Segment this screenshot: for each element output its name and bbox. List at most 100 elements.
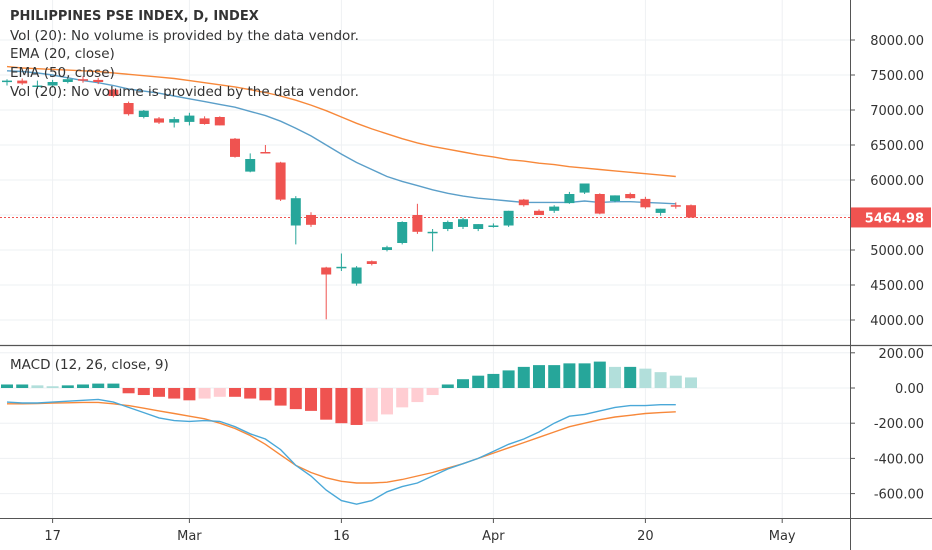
macd-histogram-bar <box>396 388 409 408</box>
candle-body <box>579 183 590 193</box>
candle <box>412 203 423 234</box>
candle-body <box>564 194 575 204</box>
y-tick-label: 4500.00 <box>870 279 924 294</box>
macd-histogram-bar <box>593 361 606 388</box>
macd-histogram-bar <box>31 385 44 388</box>
macd-y-tick-label: -600.00 <box>874 488 924 503</box>
candle <box>625 192 636 199</box>
y-tick-label: 4000.00 <box>870 314 924 329</box>
candle <box>321 266 332 320</box>
legend-vol-1: Vol (20): No volume is provided by the d… <box>10 28 359 44</box>
macd-histogram-bar <box>289 388 302 410</box>
macd-histogram-bar <box>517 366 530 388</box>
x-tick-label: 16 <box>333 529 350 544</box>
candle <box>503 210 514 227</box>
y-tick-label: 8000.00 <box>870 34 924 49</box>
macd-histogram-bar <box>548 365 561 388</box>
candle <box>93 77 104 85</box>
macd-y-tick-label: 200.00 <box>879 347 925 362</box>
macd-histogram-bar <box>122 388 135 394</box>
macd-histogram-bar <box>16 384 29 388</box>
macd-line <box>6 398 676 505</box>
candle <box>655 208 666 216</box>
legend-title: PHILIPPINES PSE INDEX, D, INDEX <box>10 9 259 24</box>
macd-histogram-bar <box>426 388 439 396</box>
candle-body <box>670 205 681 207</box>
macd-histogram-bar <box>92 383 105 388</box>
candle-body <box>534 210 544 215</box>
candle-body <box>473 224 484 229</box>
macd-histogram-bar <box>274 388 287 406</box>
candle <box>2 79 12 86</box>
candle-body <box>108 89 119 96</box>
candle <box>108 89 119 98</box>
candle <box>518 198 529 207</box>
candle-body <box>351 267 362 284</box>
candle <box>579 183 590 194</box>
grid-lines <box>0 0 850 518</box>
candle <box>32 80 43 89</box>
x-tick-label: 17 <box>44 529 61 544</box>
macd-histogram-bar <box>320 388 333 420</box>
candle-body <box>138 110 149 117</box>
candle <box>488 223 499 228</box>
macd-histogram-bar <box>153 388 165 397</box>
candle <box>306 212 316 227</box>
legend-ema20: EMA (20, close) <box>10 46 115 62</box>
candle <box>62 77 73 84</box>
candle-body <box>245 159 256 172</box>
candle-body <box>518 199 529 206</box>
x-tick-label: Apr <box>482 529 505 544</box>
macd-pane <box>1 361 697 505</box>
candle-body <box>154 118 164 123</box>
candle-body <box>503 210 514 226</box>
x-tick-label: 20 <box>637 529 654 544</box>
macd-histogram-bar <box>61 385 74 388</box>
macd-histogram-bar <box>168 388 181 399</box>
candle-body <box>336 266 347 269</box>
y-tick-label: 7500.00 <box>870 69 924 84</box>
ema50-line <box>6 65 676 178</box>
x-tick-label: Mar <box>177 529 202 544</box>
candle <box>442 220 453 232</box>
candle-body <box>17 80 28 84</box>
candle <box>154 117 164 124</box>
candle-body <box>382 247 392 250</box>
macd-histogram-bar <box>639 368 652 388</box>
candle <box>564 191 575 204</box>
candle-body <box>321 267 332 275</box>
macd-histogram-bar <box>198 388 211 399</box>
macd-histogram-bar <box>335 388 348 424</box>
candle-body <box>412 215 423 232</box>
candle-body <box>169 119 180 123</box>
candle-body <box>306 215 316 225</box>
candle-body <box>93 79 104 82</box>
candle-body <box>260 152 271 154</box>
ema20-line <box>6 70 676 205</box>
y-tick-label: 7000.00 <box>870 104 924 119</box>
candle <box>169 117 180 128</box>
candle-body <box>230 138 240 157</box>
candle-body <box>442 222 453 229</box>
candle-body <box>47 82 58 86</box>
macd-histogram-bar <box>411 388 424 403</box>
candle <box>275 161 286 201</box>
candle <box>458 217 468 229</box>
macd-histogram-bar <box>350 388 363 425</box>
macd-histogram-bar <box>669 375 682 388</box>
candle <box>245 153 256 173</box>
macd-histogram-bar <box>487 373 500 388</box>
legend-ema50: EMA (50, close) <box>10 65 115 81</box>
price-pane <box>0 65 850 320</box>
candle-body <box>640 198 651 208</box>
candle <box>366 260 377 266</box>
macd-histogram-bar <box>77 384 89 388</box>
candle <box>260 145 271 154</box>
last-price-tag <box>851 207 931 228</box>
candle <box>549 205 560 213</box>
candle <box>290 196 301 245</box>
macd-histogram-bar <box>107 383 120 388</box>
candle <box>640 196 651 209</box>
